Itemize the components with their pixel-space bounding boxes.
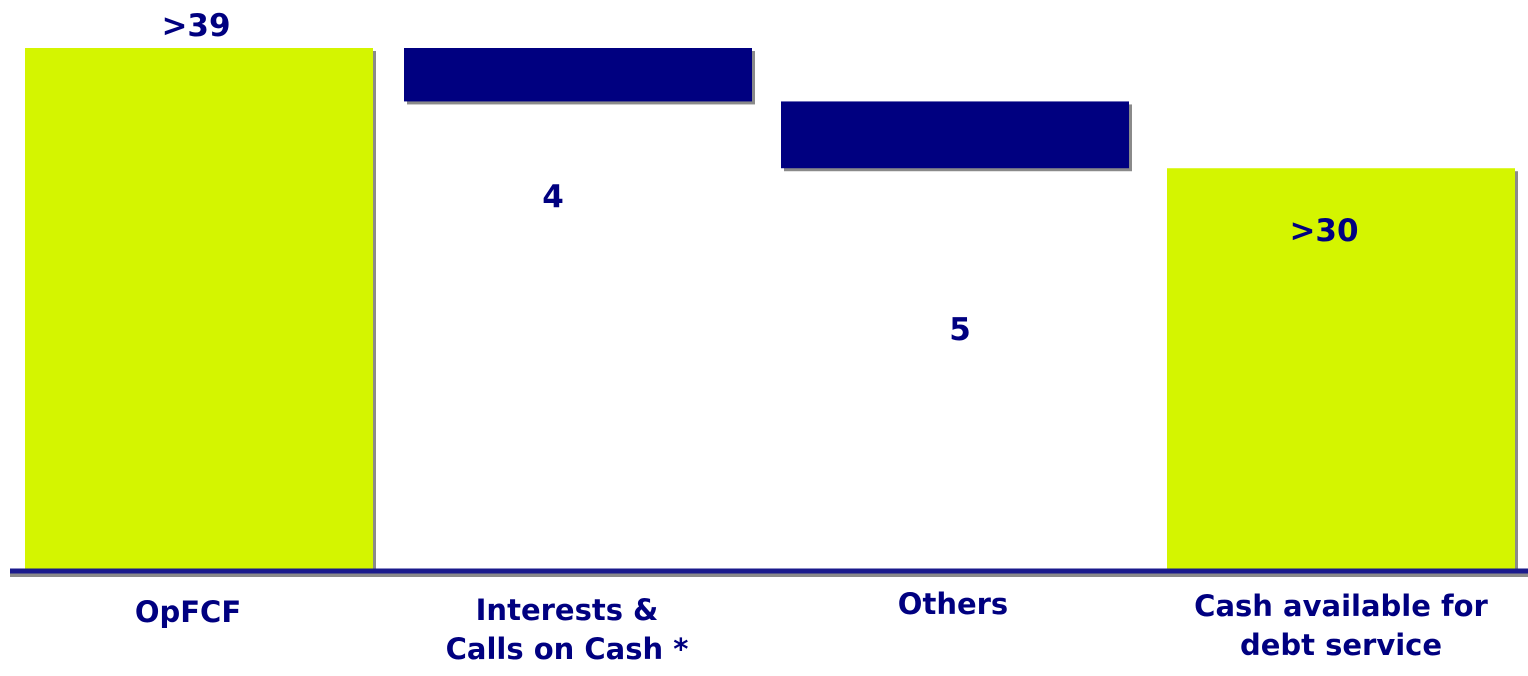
x-axis — [10, 568, 1528, 577]
category-label: Others — [898, 587, 1008, 621]
value-label: 4 — [542, 179, 564, 215]
value-label: >30 — [1289, 213, 1358, 249]
value-label: 5 — [949, 312, 971, 348]
category-label-line: Interests & — [476, 593, 659, 627]
total-bar — [1167, 168, 1515, 569]
bar-group — [25, 48, 1518, 572]
decrease-bar — [781, 101, 1129, 169]
category-label: OpFCF — [135, 595, 241, 629]
category-label: Cash available for debt service — [1194, 589, 1488, 662]
category-label-line: Others — [898, 587, 1008, 621]
category-label-line: Calls on Cash * — [446, 632, 689, 666]
category-label-line: debt service — [1240, 628, 1442, 662]
value-label-group: >39 4 5 >30 — [161, 8, 1358, 348]
value-label: >39 — [161, 8, 230, 44]
category-label-group: OpFCF Interests & Calls on Cash * Others Cas… — [135, 587, 1489, 666]
category-label: Interests & Calls on Cash * — [446, 593, 689, 666]
total-bar — [25, 48, 373, 569]
decrease-bar — [404, 48, 752, 102]
category-label-line: OpFCF — [135, 595, 241, 629]
category-label-line: Cash available for — [1194, 589, 1488, 623]
